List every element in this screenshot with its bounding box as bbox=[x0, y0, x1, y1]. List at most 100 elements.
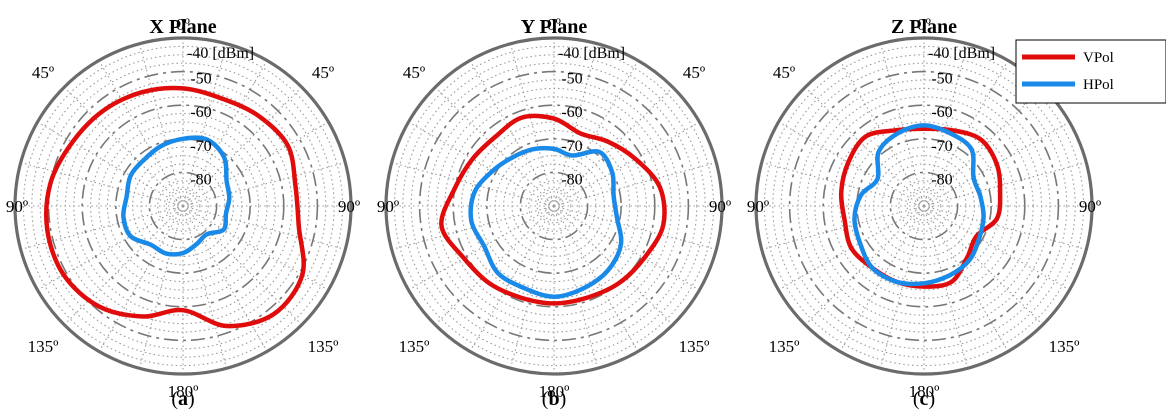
grid-spoke bbox=[63, 86, 184, 207]
grid-circle-minor bbox=[906, 188, 942, 224]
series-hpol-line bbox=[852, 123, 986, 287]
grid-spoke bbox=[839, 205, 925, 352]
grid-spoke bbox=[923, 60, 1009, 207]
radial-tick-label: -70 bbox=[931, 138, 952, 155]
grid-spoke bbox=[37, 121, 184, 207]
grid-spoke bbox=[469, 205, 555, 352]
grid-spoke bbox=[182, 121, 329, 207]
grid-spoke bbox=[182, 86, 303, 207]
grid-spoke bbox=[923, 121, 1070, 207]
chart-title: Z Plane bbox=[891, 16, 957, 38]
radial-tick-label: -60 bbox=[190, 104, 211, 121]
angle-label: 0º bbox=[547, 15, 561, 34]
grid-circle-minor bbox=[31, 54, 335, 358]
grid-spoke bbox=[20, 161, 184, 207]
series-hpol-line bbox=[121, 135, 232, 257]
legend: VPol HPol bbox=[1015, 39, 1166, 104]
grid-spoke bbox=[761, 161, 925, 207]
grid-spoke bbox=[408, 205, 555, 291]
grid-spoke bbox=[182, 205, 228, 369]
grid-circle-minor bbox=[90, 113, 276, 299]
grid-spoke bbox=[553, 205, 674, 326]
grid-circle-minor bbox=[772, 54, 1076, 358]
grid-circle-major bbox=[519, 171, 589, 241]
grid-spoke bbox=[469, 60, 555, 207]
grid-spoke bbox=[804, 86, 925, 207]
angle-label: 135º bbox=[28, 337, 59, 356]
polar-panel-2: 0º 45º 45º 90º 90º 135º 135º 180º -40 [dBm] -50 -6… bbox=[377, 15, 731, 410]
grid-circle-major bbox=[889, 171, 959, 241]
grid-spoke bbox=[778, 205, 925, 291]
grid-circle-minor bbox=[528, 180, 580, 232]
panel-caption: (a) bbox=[171, 388, 194, 410]
grid-spoke bbox=[553, 121, 700, 207]
radial-tick-label: -80 bbox=[561, 171, 582, 188]
grid-circle-minor bbox=[536, 188, 572, 224]
grid-spoke bbox=[182, 205, 329, 291]
series-vpol-line bbox=[439, 113, 667, 306]
angle-label: 135º bbox=[769, 337, 800, 356]
grid-spoke bbox=[138, 205, 184, 369]
grid-circle-minor bbox=[393, 45, 715, 367]
radial-tick-label: -70 bbox=[190, 138, 211, 155]
grid-spoke bbox=[98, 205, 184, 352]
grid-spoke bbox=[778, 121, 925, 207]
grid-circle-minor bbox=[39, 62, 327, 350]
panel-caption: (c) bbox=[913, 388, 935, 410]
angle-label: 135º bbox=[308, 337, 339, 356]
series-vpol-line bbox=[838, 126, 1003, 289]
grid-circle-minor bbox=[477, 129, 631, 283]
radial-tick-label: -50 bbox=[561, 71, 582, 88]
grid-spoke bbox=[98, 60, 184, 207]
angle-label: 135º bbox=[679, 337, 710, 356]
grid-spoke bbox=[923, 86, 1044, 207]
angle-label: 90º bbox=[1079, 197, 1101, 216]
grid-circle-minor bbox=[763, 45, 1085, 367]
grid-spoke bbox=[434, 205, 555, 326]
radial-tick-label: -70 bbox=[561, 138, 582, 155]
grid-spoke bbox=[391, 205, 555, 251]
angle-label: 45º bbox=[403, 63, 425, 82]
grid-circle-major bbox=[418, 70, 690, 342]
grid-spoke bbox=[923, 205, 1070, 291]
angle-label: 45º bbox=[32, 63, 54, 82]
angle-label: 45º bbox=[683, 63, 705, 82]
angle-label: 90º bbox=[377, 197, 399, 216]
grid-spoke bbox=[553, 43, 599, 207]
grid-spoke bbox=[408, 121, 555, 207]
legend-label-hpol: HPol bbox=[1083, 77, 1114, 93]
radial-tick-label: -40 [dBm] bbox=[187, 45, 254, 62]
radial-tick-label: -80 bbox=[931, 171, 952, 188]
grid-circle-minor bbox=[780, 62, 1068, 350]
angle-label: 45º bbox=[312, 63, 334, 82]
grid-circle-minor bbox=[545, 197, 563, 215]
grid-circle-minor bbox=[469, 121, 639, 291]
grid-spoke bbox=[553, 205, 639, 352]
legend-label-vpol: VPol bbox=[1083, 50, 1114, 66]
grid-circle-minor bbox=[402, 54, 706, 358]
grid-spoke bbox=[923, 205, 969, 369]
grid-spoke bbox=[923, 205, 1087, 251]
grid-spoke bbox=[923, 205, 1009, 352]
grid-circle-minor bbox=[165, 188, 201, 224]
legend-box bbox=[1015, 39, 1166, 104]
angle-label: 0º bbox=[176, 15, 190, 34]
grid-spoke bbox=[923, 161, 1087, 207]
grid-spoke bbox=[553, 205, 700, 291]
angle-label: 90º bbox=[709, 197, 731, 216]
series-hpol-line bbox=[468, 145, 624, 299]
grid-spoke bbox=[553, 86, 674, 207]
series-vpol-line bbox=[44, 85, 306, 329]
radial-tick-label: -60 bbox=[931, 104, 952, 121]
angle-label: 180º bbox=[539, 382, 570, 401]
angle-label: 135º bbox=[399, 337, 430, 356]
radial-tick-label: -80 bbox=[190, 171, 211, 188]
grid-circle-major bbox=[485, 138, 622, 274]
angle-label: 90º bbox=[747, 197, 769, 216]
chart-title: Y Plane bbox=[521, 16, 588, 38]
grid-circle-minor bbox=[831, 113, 1017, 299]
grid-spoke bbox=[761, 205, 925, 251]
polar-panels: 0º 45º 45º 90º 90º 135º 135º 180º -40 [dBm] -50 -6… bbox=[6, 15, 1101, 410]
